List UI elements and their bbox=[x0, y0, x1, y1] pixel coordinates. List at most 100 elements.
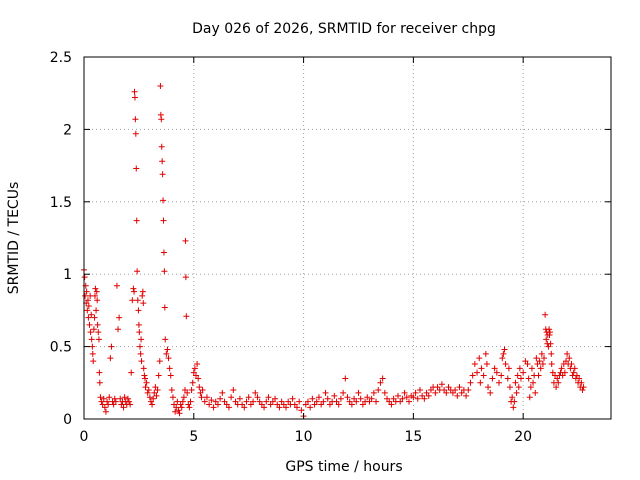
x-tick-label: 5 bbox=[189, 429, 198, 445]
data-point bbox=[88, 336, 95, 343]
data-point bbox=[199, 387, 206, 394]
data-point bbox=[219, 389, 226, 396]
data-point bbox=[162, 336, 169, 343]
data-point bbox=[175, 407, 182, 414]
data-point bbox=[156, 358, 163, 365]
data-point bbox=[95, 329, 102, 336]
data-point bbox=[388, 401, 395, 408]
data-point bbox=[208, 397, 215, 404]
data-point bbox=[471, 360, 478, 367]
data-point bbox=[421, 395, 428, 402]
data-point bbox=[525, 375, 532, 382]
data-point bbox=[465, 387, 472, 394]
data-point bbox=[134, 297, 141, 304]
data-point bbox=[101, 404, 108, 411]
data-point bbox=[179, 398, 186, 405]
data-point bbox=[342, 375, 349, 382]
data-point bbox=[172, 408, 179, 415]
data-point bbox=[485, 384, 492, 391]
data-point bbox=[138, 336, 145, 343]
x-tick-label: 15 bbox=[404, 429, 422, 445]
data-point bbox=[505, 365, 512, 372]
data-point bbox=[527, 384, 534, 391]
data-point bbox=[149, 401, 156, 408]
data-point bbox=[403, 394, 410, 401]
data-point bbox=[553, 384, 560, 391]
data-point bbox=[546, 329, 553, 336]
data-point bbox=[243, 398, 250, 405]
data-point bbox=[136, 329, 143, 336]
data-point bbox=[90, 358, 97, 365]
data-point bbox=[537, 365, 544, 372]
data-point bbox=[506, 384, 513, 391]
data-point bbox=[491, 365, 498, 372]
data-point bbox=[289, 395, 296, 402]
data-point bbox=[546, 326, 553, 333]
data-point bbox=[180, 394, 187, 401]
data-point bbox=[91, 314, 98, 321]
data-point bbox=[112, 398, 119, 405]
data-point bbox=[81, 274, 88, 281]
data-point bbox=[132, 130, 139, 137]
data-point bbox=[438, 381, 445, 388]
data-point bbox=[482, 350, 489, 357]
data-point bbox=[539, 360, 546, 367]
plot-frame bbox=[83, 56, 612, 420]
data-point bbox=[187, 398, 194, 405]
data-point bbox=[412, 389, 419, 396]
data-point bbox=[516, 365, 523, 372]
data-point bbox=[126, 398, 133, 405]
data-point bbox=[313, 398, 320, 405]
data-point bbox=[228, 394, 235, 401]
data-point bbox=[188, 387, 195, 394]
data-point bbox=[144, 389, 151, 396]
data-point bbox=[320, 398, 327, 405]
data-point bbox=[141, 372, 148, 379]
data-point bbox=[120, 404, 127, 411]
data-point bbox=[579, 387, 586, 394]
data-point bbox=[166, 365, 173, 372]
data-point bbox=[184, 389, 191, 396]
data-point bbox=[480, 372, 487, 379]
data-point bbox=[496, 379, 503, 386]
data-point bbox=[566, 355, 573, 362]
data-point bbox=[512, 379, 519, 386]
data-point bbox=[131, 288, 138, 295]
data-point bbox=[381, 389, 388, 396]
data-point bbox=[145, 387, 152, 394]
data-point bbox=[252, 389, 259, 396]
data-point bbox=[217, 395, 224, 402]
data-point bbox=[307, 404, 314, 411]
data-point bbox=[476, 355, 483, 362]
data-point bbox=[293, 404, 300, 411]
data-point bbox=[580, 384, 587, 391]
data-point bbox=[364, 394, 371, 401]
data-point bbox=[159, 171, 166, 178]
data-point bbox=[309, 395, 316, 402]
data-point bbox=[405, 398, 412, 405]
data-point bbox=[225, 404, 232, 411]
data-point bbox=[353, 398, 360, 405]
data-point bbox=[157, 82, 164, 89]
data-point bbox=[201, 398, 208, 405]
data-point bbox=[296, 398, 303, 405]
data-point bbox=[547, 340, 554, 347]
data-point bbox=[121, 394, 128, 401]
data-point bbox=[146, 394, 153, 401]
data-point bbox=[530, 379, 537, 386]
data-point bbox=[93, 307, 100, 314]
data-point bbox=[370, 389, 377, 396]
data-point bbox=[487, 389, 494, 396]
data-point bbox=[97, 394, 104, 401]
data-point bbox=[477, 379, 484, 386]
data-point bbox=[500, 350, 507, 357]
data-point bbox=[555, 379, 562, 386]
data-point bbox=[568, 360, 575, 367]
data-point bbox=[210, 404, 217, 411]
data-point bbox=[132, 116, 139, 123]
data-point bbox=[178, 404, 185, 411]
data-point bbox=[304, 398, 311, 405]
data-point bbox=[564, 350, 571, 357]
data-point bbox=[541, 355, 548, 362]
data-point bbox=[576, 375, 583, 382]
